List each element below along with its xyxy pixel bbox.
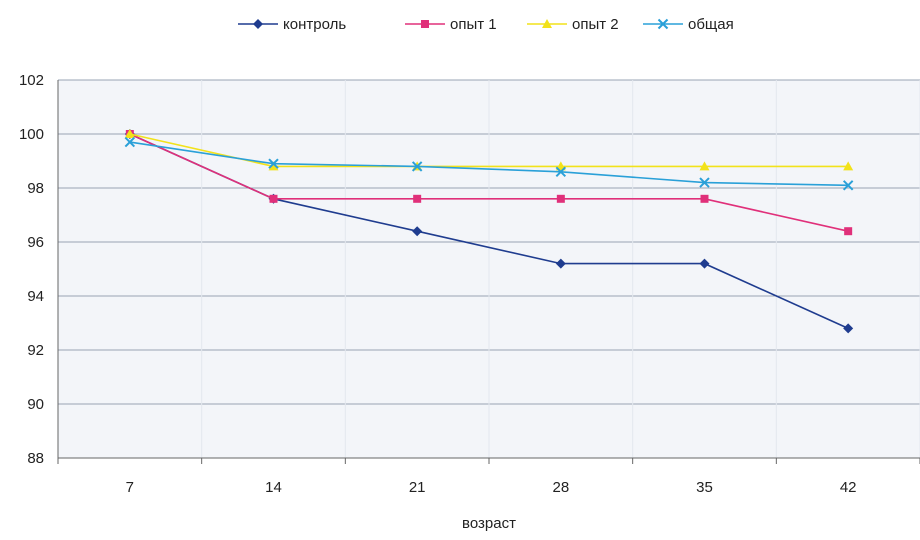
- x-marker-stroke: [842, 180, 854, 191]
- y-tick-label: 96: [27, 234, 44, 251]
- legend-label: контроль: [283, 16, 346, 33]
- series-3-point: [699, 161, 710, 171]
- series-1-point: [699, 258, 710, 269]
- x-tick-label: 14: [265, 479, 282, 496]
- series-4-point: [555, 166, 567, 178]
- y-tick-label: 92: [27, 342, 44, 359]
- series-3-point: [843, 161, 854, 171]
- series-1-point: [843, 323, 854, 334]
- legend-marker: [421, 20, 429, 28]
- series-4-point: [842, 180, 854, 191]
- x-tick-label: 35: [696, 479, 713, 496]
- y-tick-label: 100: [19, 126, 44, 143]
- series-4-point: [124, 136, 136, 148]
- legend: контроль опыт 1 опыт 2 общая: [238, 16, 734, 33]
- legend-marker: [253, 19, 263, 29]
- series-3-point: [268, 161, 279, 171]
- x-marker-stroke: [411, 161, 423, 172]
- legend-item-2: опыт 1: [405, 16, 497, 33]
- x-marker-stroke: [657, 18, 669, 30]
- series-4-point: [411, 161, 423, 172]
- legend-item-4: общая: [643, 16, 734, 33]
- legend-label: опыт 1: [450, 16, 497, 33]
- series-1-point: [412, 226, 423, 237]
- x-marker-stroke: [268, 158, 279, 169]
- legend-label: общая: [688, 16, 734, 33]
- series-2-point: [556, 194, 565, 203]
- x-tick-label: 21: [409, 479, 426, 496]
- x-axis-title: возраст: [462, 515, 516, 532]
- x-tick-label: 28: [552, 479, 569, 496]
- y-tick-label: 90: [27, 396, 44, 413]
- series-3-line: [129, 133, 849, 168]
- series-lines: [124, 129, 854, 334]
- x-marker-stroke: [699, 177, 710, 188]
- x-tick-label: 7: [126, 479, 134, 496]
- series-4: [124, 136, 854, 191]
- series-4-point: [268, 158, 279, 169]
- y-tick-label: 102: [19, 72, 44, 89]
- legend-item-3: опыт 2: [527, 16, 619, 33]
- x-marker-stroke: [555, 166, 567, 178]
- series-2-point: [700, 194, 709, 203]
- axes: 88 90 92 94 96 98 100 102 7 14 21 28 35 42: [19, 72, 920, 496]
- series-4-point: [699, 177, 710, 188]
- legend-marker: [542, 19, 552, 28]
- y-tick-label: 98: [27, 180, 44, 197]
- series-4-line: [129, 141, 849, 187]
- series-2-point: [413, 194, 422, 203]
- series-1-point: [555, 258, 566, 269]
- series-2-point: [269, 194, 278, 203]
- legend-item-1: контроль: [238, 16, 346, 33]
- series-2-line: [129, 133, 849, 232]
- legend-label: опыт 2: [572, 16, 619, 33]
- x-marker-stroke: [124, 136, 136, 148]
- series-3-point: [124, 129, 135, 138]
- y-tick-label: 94: [27, 288, 44, 305]
- series-2-point: [844, 227, 853, 236]
- y-tick-label: 88: [27, 450, 44, 467]
- x-tick-label: 42: [840, 479, 857, 496]
- legend-marker: [657, 18, 669, 30]
